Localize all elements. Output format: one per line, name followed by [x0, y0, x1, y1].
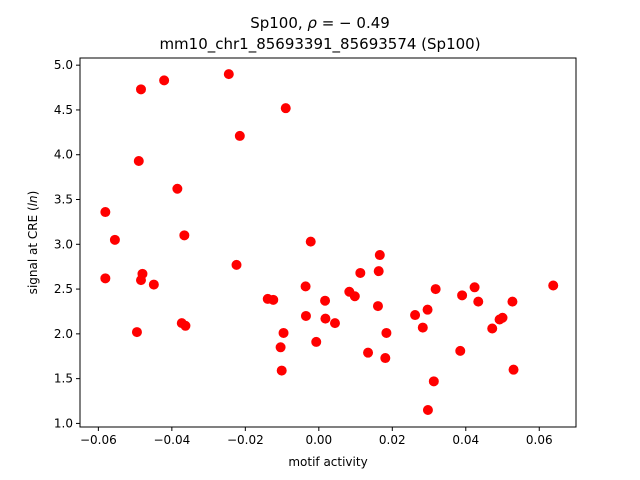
- y-tick-label: 3.0: [54, 237, 73, 251]
- data-point: [363, 347, 374, 358]
- data-point: [276, 365, 287, 376]
- data-point: [234, 130, 245, 141]
- x-tick-label: −0.04: [153, 433, 190, 447]
- data-point: [223, 69, 234, 80]
- data-point: [372, 301, 383, 312]
- data-point: [428, 376, 439, 387]
- data-point: [179, 230, 190, 241]
- data-point: [320, 313, 331, 324]
- data-point: [548, 280, 559, 291]
- x-tick-label: 0.00: [305, 433, 332, 447]
- chart-title-line1: Sp100, ρ = − 0.49: [250, 14, 390, 32]
- data-point: [457, 290, 468, 301]
- x-tick-label: 0.02: [379, 433, 406, 447]
- data-point: [137, 268, 148, 279]
- data-point: [133, 155, 144, 166]
- data-point: [300, 281, 311, 292]
- data-point: [148, 279, 159, 290]
- y-tick-label: 3.5: [54, 193, 73, 207]
- data-point: [109, 234, 120, 245]
- data-point: [497, 312, 508, 323]
- x-tick-label: −0.06: [80, 433, 117, 447]
- y-tick-label: 4.0: [54, 148, 73, 162]
- data-point: [305, 236, 316, 247]
- plot-frame: [79, 57, 577, 428]
- data-point: [131, 327, 142, 338]
- x-tick-label: 0.06: [526, 433, 553, 447]
- plot-area: [79, 57, 577, 428]
- data-point: [508, 364, 519, 375]
- data-point: [507, 296, 518, 307]
- data-point: [311, 336, 322, 347]
- data-points: [100, 69, 559, 415]
- data-point: [373, 266, 384, 277]
- y-tick-label: 2.5: [54, 282, 73, 296]
- data-point: [422, 404, 433, 415]
- data-point: [275, 342, 286, 353]
- data-point: [278, 327, 289, 338]
- chart-title-line2: mm10_chr1_85693391_85693574 (Sp100): [159, 35, 481, 53]
- data-point: [473, 296, 484, 307]
- y-tick-label: 1.0: [54, 416, 73, 430]
- data-point: [355, 267, 366, 278]
- data-point: [320, 295, 331, 306]
- data-point: [231, 259, 242, 270]
- data-point: [280, 103, 291, 114]
- y-tick-label: 1.5: [54, 372, 73, 386]
- data-point: [455, 345, 466, 356]
- y-tick-label: 5.0: [54, 58, 73, 72]
- data-point: [268, 294, 279, 305]
- data-point: [300, 310, 311, 321]
- data-point: [100, 273, 111, 284]
- y-axis-label: signal at CRE (ln): [26, 191, 40, 295]
- data-point: [159, 75, 170, 86]
- data-point: [180, 320, 191, 331]
- data-point: [135, 84, 146, 95]
- data-point: [374, 250, 385, 261]
- x-tick-label: −0.02: [227, 433, 264, 447]
- x-axis-label: motif activity: [288, 455, 367, 469]
- y-tick-label: 4.5: [54, 103, 73, 117]
- y-axis: 1.0 1.5 2.0 2.5 3.0 3.5 4.0 4.5 5.0: [54, 58, 80, 430]
- data-point: [349, 291, 360, 302]
- y-tick-label: 2.0: [54, 327, 73, 341]
- data-point: [430, 284, 441, 295]
- data-point: [410, 310, 421, 321]
- data-point: [417, 322, 428, 333]
- data-point: [329, 318, 340, 329]
- x-axis: −0.06 −0.04 −0.02 0.00 0.02 0.04 0.06: [80, 427, 553, 447]
- data-point: [487, 323, 498, 334]
- data-point: [422, 304, 433, 315]
- data-point: [380, 353, 391, 364]
- data-point: [381, 327, 392, 338]
- data-point: [100, 207, 111, 218]
- data-point: [469, 282, 480, 293]
- x-tick-label: 0.04: [452, 433, 479, 447]
- data-point: [172, 183, 183, 194]
